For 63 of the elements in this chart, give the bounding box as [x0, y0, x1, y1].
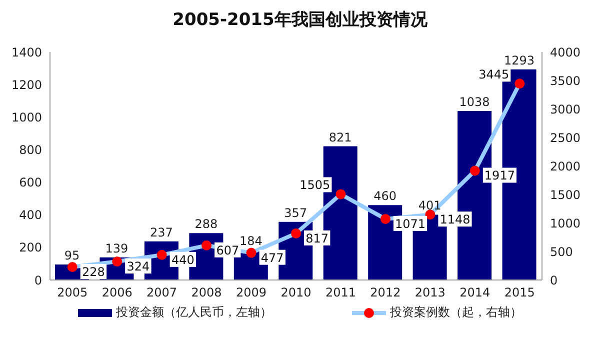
point — [156, 250, 167, 260]
data-label: 357 — [284, 206, 308, 220]
data-label: 288 — [194, 217, 218, 232]
y-tick-label: 200 — [19, 240, 42, 255]
x-tick-label: 2010 — [280, 286, 312, 300]
data-label: 1505 — [300, 178, 330, 192]
data-label: 477 — [260, 250, 284, 265]
x-tick-label: 2006 — [102, 286, 132, 300]
point — [380, 214, 390, 224]
data-label: 228 — [82, 265, 105, 280]
x-tick-label: 2008 — [191, 286, 222, 300]
x-tick-label: 2005 — [57, 286, 88, 300]
data-label: 440 — [171, 252, 194, 267]
data-label: 324 — [126, 260, 150, 274]
y2-tick-label: 0 — [550, 273, 558, 288]
y2-tick-label: 1500 — [550, 188, 581, 202]
y2-tick-label: 3500 — [550, 74, 581, 88]
y2-tick-label: 2500 — [550, 130, 581, 145]
point — [246, 248, 256, 258]
x-tick-label: 2014 — [460, 286, 490, 300]
y-tick-label: 1000 — [11, 110, 42, 124]
data-label: 1038 — [459, 94, 490, 109]
legend-label: 投资金额（亿人民币，左轴） — [116, 304, 272, 321]
data-label: 460 — [374, 189, 397, 204]
data-label: 237 — [150, 225, 173, 240]
point — [291, 228, 301, 238]
data-label: 1917 — [484, 168, 515, 183]
y2-tick-label: 2000 — [550, 159, 581, 174]
point — [514, 78, 525, 89]
point — [112, 256, 122, 267]
y-tick-label: 1200 — [11, 78, 42, 92]
x-tick-label: 2013 — [414, 286, 446, 300]
point — [470, 166, 480, 176]
x-tick-label: 2011 — [325, 286, 356, 300]
x-tick-label: 2009 — [236, 286, 267, 300]
y-tick-label: 0 — [34, 273, 42, 288]
y2-tick-label: 500 — [550, 244, 573, 259]
data-label: 3445 — [478, 68, 510, 82]
data-label: 1293 — [504, 53, 535, 68]
x-tick-label: 2007 — [146, 286, 178, 300]
x-tick-label: 2012 — [370, 286, 401, 300]
data-label: 95 — [64, 248, 80, 263]
y2-tick-label: 1000 — [550, 216, 581, 230]
point — [202, 240, 212, 250]
point — [336, 189, 346, 200]
data-label: 139 — [105, 241, 128, 256]
point — [425, 210, 436, 220]
y2-tick-label: 3000 — [550, 102, 581, 116]
y2-tick-label: 4000 — [550, 45, 581, 60]
data-label: 1148 — [440, 212, 470, 227]
data-label: 1071 — [394, 216, 426, 231]
y-tick-label: 400 — [19, 208, 42, 222]
x-tick-label: 2015 — [504, 286, 535, 300]
chart-title: 2005-2015年我国创业投资情况 — [172, 9, 428, 32]
data-label: 821 — [328, 130, 352, 144]
data-label: 401 — [418, 198, 442, 213]
y-tick-label: 600 — [19, 176, 42, 190]
legend-label: 投资案例数（起，右轴） — [390, 304, 522, 321]
y-tick-label: 800 — [19, 142, 42, 157]
y-tick-label: 1400 — [11, 45, 42, 60]
data-label: 184 — [239, 234, 262, 248]
data-label: 817 — [306, 231, 329, 246]
data-label: 607 — [216, 243, 240, 258]
